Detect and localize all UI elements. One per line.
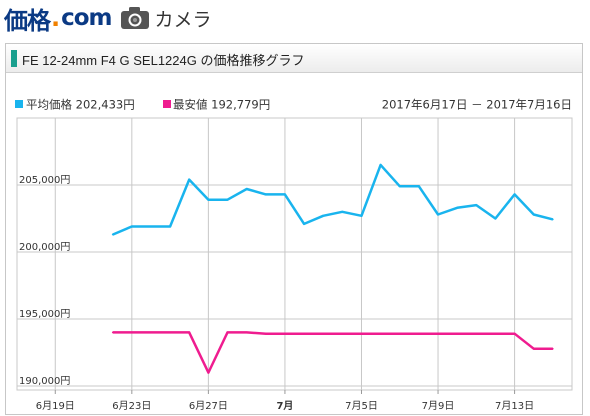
avg-price-point — [437, 213, 439, 216]
min-price-point — [532, 347, 535, 350]
min-price-point — [475, 332, 478, 335]
legend-avg: 平均価格 202,433円 — [26, 98, 135, 112]
min-price-point — [188, 331, 191, 334]
min-price-point — [150, 331, 152, 334]
min-price-point — [111, 331, 114, 334]
min-price-point — [494, 332, 497, 335]
min-price-point — [264, 332, 267, 335]
site-logo[interactable]: 価格. com カメラ — [4, 2, 212, 35]
avg-price-point — [131, 225, 133, 228]
camera-icon — [120, 6, 150, 30]
panel-title: FE 12-24mm F4 G SEL1224G の価格推移グラフ — [22, 53, 305, 68]
avg-price-point — [322, 215, 325, 217]
legend-swatch-avg — [15, 100, 23, 108]
min-price-point — [418, 332, 420, 335]
legend-min: 最安値 192,779円 — [173, 98, 270, 112]
y-tick-label: 195,000円 — [19, 309, 70, 320]
logo-dot: . — [51, 4, 61, 32]
y-tick-label: 200,000円 — [19, 242, 70, 253]
avg-price-point — [494, 217, 497, 220]
min-price-point — [360, 332, 363, 335]
avg-price-point — [207, 198, 210, 201]
logo-com: com — [61, 5, 112, 31]
series-line-avg-price — [112, 163, 554, 236]
avg-price-point — [398, 185, 401, 188]
avg-price-point — [245, 188, 248, 190]
y-tick-label: 190,000円 — [19, 376, 70, 387]
grid-layer — [16, 117, 573, 391]
header-accent-bar — [11, 50, 17, 67]
avg-price-point — [475, 204, 478, 206]
avg-price-point — [456, 206, 458, 209]
avg-price-point — [111, 233, 114, 236]
x-tick-label: 7月5日 — [345, 400, 378, 412]
min-price-point — [207, 371, 210, 374]
min-price-point — [245, 331, 248, 334]
x-tick-label: 6月23日 — [112, 400, 151, 412]
avg-price-point — [513, 193, 516, 196]
min-price-point — [131, 331, 133, 334]
min-price-point — [437, 332, 439, 335]
x-tick-label: 7月13日 — [495, 400, 534, 412]
avg-price-point — [303, 223, 305, 225]
logo-text: 価格 — [4, 6, 51, 35]
min-price-point — [379, 332, 382, 335]
avg-price-point — [169, 225, 171, 228]
avg-price-point — [360, 215, 363, 217]
min-price-point — [456, 332, 458, 335]
panel-header: FE 12-24mm F4 G SEL1224G の価格推移グラフ — [6, 44, 582, 73]
avg-price-point — [150, 225, 152, 228]
axis-layer: 190,000円 195,000円 200,000円 205,000円 6月19日 6月2… — [19, 175, 534, 412]
legend: 平均価格 202,433円 最安値 192,779円 2017年6月17日 － … — [15, 98, 572, 112]
avg-price-point — [188, 178, 191, 181]
min-price-point — [284, 332, 286, 335]
legend-swatch-min — [163, 100, 171, 108]
min-price-point — [226, 331, 229, 334]
avg-price-point — [532, 213, 535, 216]
min-price-point — [398, 332, 401, 335]
min-price-point — [513, 332, 516, 335]
x-tick-label: 6月19日 — [36, 400, 75, 412]
x-tick-label: 7月9日 — [422, 400, 455, 412]
x-tick-label: 7月 — [276, 400, 293, 412]
avg-price-point — [226, 198, 229, 201]
min-price-point — [303, 332, 305, 335]
avg-price-point — [379, 164, 382, 166]
series-line-min-price — [112, 331, 553, 374]
avg-price-point — [284, 193, 286, 196]
price-chart: 190,000円 195,000円 200,000円 205,000円 6月19日 6月2… — [15, 98, 573, 412]
x-tick-label: 6月27日 — [189, 400, 228, 412]
y-tick-label: 205,000円 — [19, 175, 70, 186]
series-layer — [111, 163, 554, 374]
price-chart-panel: FE 12-24mm F4 G SEL1224G の価格推移グラフ 190,00… — [5, 43, 583, 415]
min-price-point — [322, 332, 325, 335]
avg-price-point — [264, 193, 267, 196]
min-price-point — [169, 331, 171, 334]
min-price-point — [552, 347, 554, 350]
plot-area — [16, 117, 573, 391]
min-price-point — [341, 332, 344, 335]
category-label[interactable]: カメラ — [154, 8, 212, 31]
avg-price-point — [341, 210, 344, 213]
avg-price-point — [418, 185, 420, 188]
date-range: 2017年6月17日 － 2017年7月16日 — [382, 98, 572, 112]
avg-price-point — [552, 218, 554, 221]
